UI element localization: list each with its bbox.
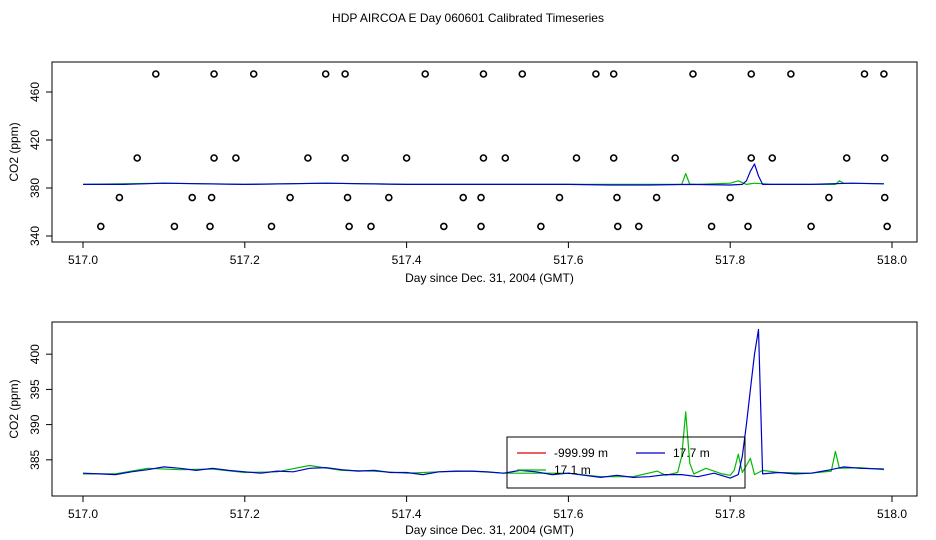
legend-label: 17.7 m bbox=[673, 446, 710, 460]
x-tick-label: 518.0 bbox=[877, 507, 907, 521]
y-tick-label: 385 bbox=[28, 449, 42, 469]
y-tick-label: 395 bbox=[28, 379, 42, 399]
y-tick-label: 380 bbox=[28, 178, 42, 198]
y-axis-label: CO2 (ppm) bbox=[7, 122, 21, 181]
flag-marker bbox=[479, 70, 488, 78]
legend-box bbox=[506, 436, 746, 489]
flag-marker bbox=[321, 70, 330, 78]
flag-marker bbox=[825, 193, 833, 202]
flag-marker bbox=[477, 222, 485, 231]
flag-marker bbox=[267, 222, 276, 231]
flag-marker bbox=[210, 70, 218, 78]
y-tick-label: 460 bbox=[28, 82, 42, 102]
flag-marker bbox=[537, 222, 545, 231]
legend-label: 17.1 m bbox=[554, 463, 591, 477]
flag-marker bbox=[501, 154, 510, 162]
y-tick-label: 400 bbox=[28, 344, 42, 364]
flag-marker bbox=[747, 70, 756, 78]
flag-marker bbox=[726, 193, 735, 202]
x-axis-label: Day since Dec. 31, 2004 (GMT) bbox=[405, 523, 574, 537]
flag-marker bbox=[232, 154, 240, 162]
y-tick-label: 340 bbox=[28, 226, 42, 246]
flag-marker bbox=[210, 154, 218, 162]
flag-marker bbox=[479, 154, 488, 162]
flag-marker bbox=[341, 154, 349, 162]
figure-title: HDP AIRCOA E Day 060601 Calibrated Times… bbox=[332, 11, 604, 25]
x-tick-label: 517.2 bbox=[230, 507, 260, 521]
flag-marker bbox=[385, 193, 393, 202]
flag-marker bbox=[880, 193, 889, 202]
flag-marker bbox=[367, 222, 375, 231]
y-axis-label: CO2 (ppm) bbox=[7, 379, 21, 438]
flag-marker bbox=[572, 154, 581, 162]
x-tick-label: 517.8 bbox=[715, 253, 745, 267]
flag-marker bbox=[555, 193, 564, 202]
panel-bottom: 517.0 517.2 517.4 517.6 517.8 518.0 Day since … bbox=[7, 321, 918, 537]
flag-marker bbox=[96, 222, 105, 231]
y-tick-label: 390 bbox=[28, 414, 42, 434]
flag-marker bbox=[609, 70, 618, 78]
flag-marker bbox=[402, 154, 411, 162]
x-tick-label: 517.6 bbox=[553, 253, 583, 267]
flag-marker bbox=[807, 222, 815, 231]
flag-marker bbox=[787, 70, 795, 78]
flag-marker bbox=[133, 154, 142, 162]
flag-marker bbox=[518, 70, 527, 78]
flag-marker bbox=[207, 193, 216, 202]
flag-marker bbox=[440, 222, 448, 231]
x-tick-label: 518.0 bbox=[877, 253, 907, 267]
flag-marker bbox=[860, 70, 869, 78]
flag-marker bbox=[880, 154, 889, 162]
flag-marker bbox=[880, 70, 888, 78]
flag-marker bbox=[634, 222, 643, 231]
series-line bbox=[82, 173, 884, 185]
flag-marker bbox=[744, 222, 752, 231]
x-tick-label: 517.4 bbox=[392, 253, 422, 267]
flag-marker bbox=[421, 70, 430, 78]
flag-marker bbox=[341, 70, 349, 78]
x-tick-label: 517.2 bbox=[230, 253, 260, 267]
legend-label: -999.99 m bbox=[554, 446, 608, 460]
series-line bbox=[83, 163, 884, 186]
series-line bbox=[83, 411, 884, 478]
flag-marker bbox=[883, 222, 891, 231]
plot-frame bbox=[51, 61, 918, 243]
x-tick-label: 517.0 bbox=[68, 507, 98, 521]
flag-marker bbox=[652, 193, 661, 202]
flag-marker bbox=[459, 193, 468, 202]
flag-marker bbox=[170, 222, 179, 231]
panel-top: 517.0 517.2 517.4 517.6 517.8 518.0 Day since … bbox=[7, 61, 918, 285]
flag-marker bbox=[842, 154, 851, 162]
flag-marker bbox=[477, 193, 485, 202]
flag-marker bbox=[613, 193, 621, 202]
flag-marker bbox=[152, 70, 160, 78]
y-tick-label: 420 bbox=[28, 130, 42, 150]
flag-marker bbox=[613, 222, 622, 231]
series-line bbox=[82, 328, 884, 479]
flag-marker bbox=[286, 193, 294, 202]
flag-marker bbox=[249, 70, 258, 78]
flag-marker bbox=[671, 154, 679, 162]
flag-marker bbox=[747, 154, 756, 162]
x-tick-label: 517.4 bbox=[392, 507, 422, 521]
flag-marker bbox=[345, 222, 353, 231]
flag-marker bbox=[768, 154, 777, 162]
flag-marker bbox=[592, 70, 600, 78]
flag-marker bbox=[304, 154, 312, 162]
flag-marker bbox=[343, 193, 352, 202]
x-tick-label: 517.8 bbox=[715, 507, 745, 521]
flag-marker bbox=[115, 193, 124, 202]
flag-marker bbox=[206, 222, 214, 231]
flag-marker bbox=[188, 193, 197, 202]
flag-marker bbox=[689, 70, 697, 78]
x-tick-label: 517.6 bbox=[553, 507, 583, 521]
x-tick-label: 517.0 bbox=[68, 253, 98, 267]
x-axis-label: Day since Dec. 31, 2004 (GMT) bbox=[405, 271, 574, 285]
flag-marker bbox=[609, 154, 618, 162]
flag-marker bbox=[707, 222, 716, 231]
